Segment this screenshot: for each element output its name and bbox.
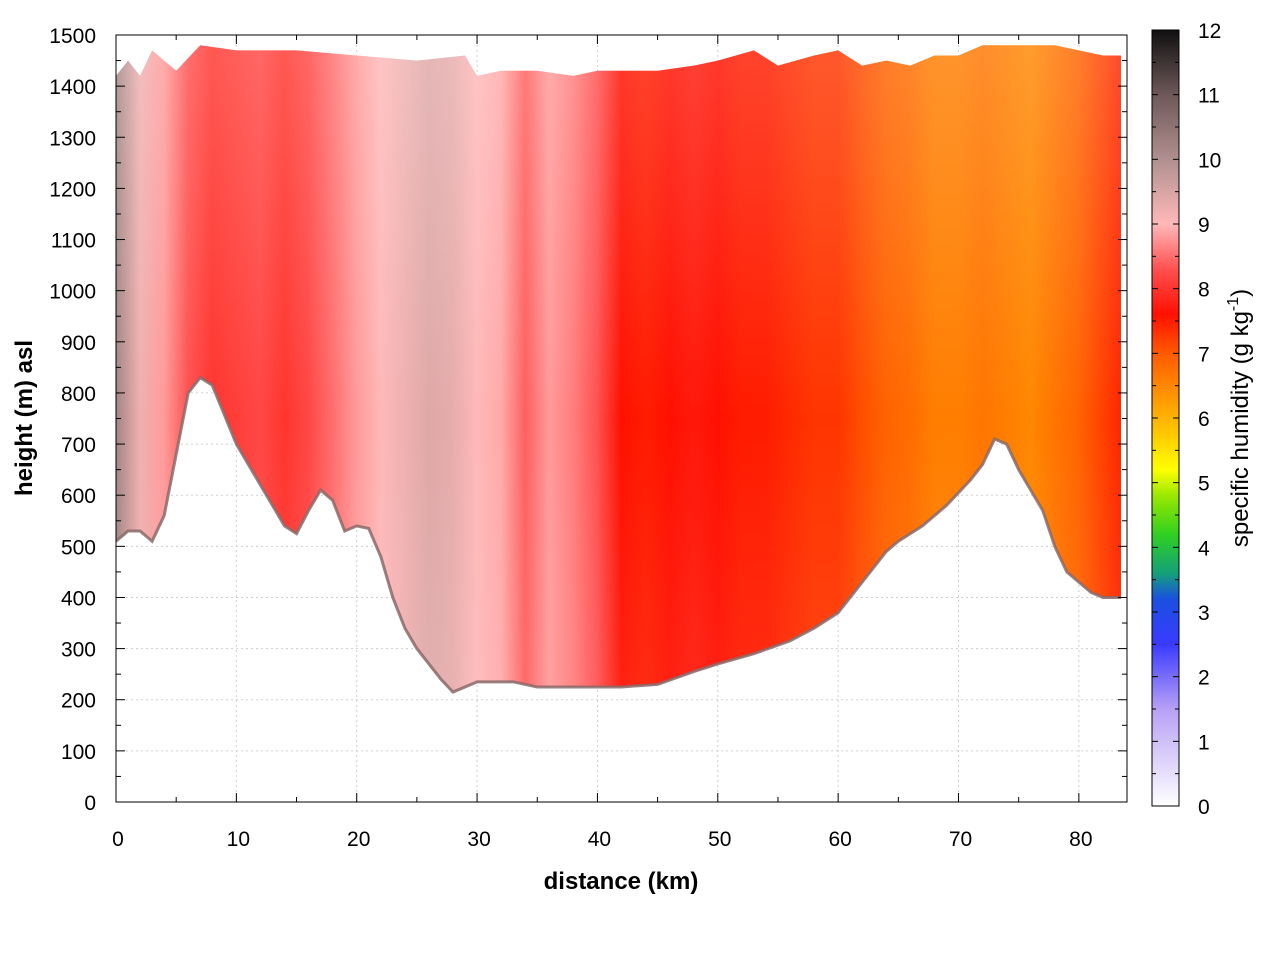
y-tick-label: 300 bbox=[61, 639, 96, 662]
y-tick-label: 1300 bbox=[49, 127, 96, 150]
x-tick-label: 20 bbox=[347, 828, 370, 851]
colorbar-tick-label: 8 bbox=[1198, 279, 1210, 302]
x-tick-label: 30 bbox=[467, 828, 490, 851]
x-tick-label: 80 bbox=[1069, 828, 1092, 851]
colorbar-title-sup: -1 bbox=[1225, 297, 1242, 311]
colorbar-tick-label: 0 bbox=[1198, 796, 1210, 819]
terrain-surface-line bbox=[116, 375, 1121, 694]
colorbar-tick-label: 5 bbox=[1198, 473, 1210, 496]
colorbar-tick-label: 3 bbox=[1198, 602, 1210, 625]
y-tick-label: 500 bbox=[61, 536, 96, 559]
colorbar-tick-label: 6 bbox=[1198, 408, 1210, 431]
x-axis-title: distance (km) bbox=[544, 868, 699, 895]
colorbar-tick-label: 12 bbox=[1198, 20, 1221, 43]
y-tick-label: 400 bbox=[61, 587, 96, 610]
colorbar-tick-label: 4 bbox=[1198, 537, 1210, 560]
colorbar-tick-label: 9 bbox=[1198, 214, 1210, 237]
colorbar-tick-label: 11 bbox=[1198, 85, 1220, 108]
y-tick-label: 700 bbox=[61, 434, 96, 457]
y-tick-label: 1500 bbox=[49, 25, 96, 48]
y-tick-label: 1200 bbox=[49, 178, 96, 201]
y-tick-label: 200 bbox=[61, 690, 96, 713]
x-tick-label: 40 bbox=[588, 828, 611, 851]
x-tick-label: 50 bbox=[708, 828, 731, 851]
x-tick-label: 70 bbox=[949, 828, 972, 851]
y-tick-label: 100 bbox=[61, 741, 96, 764]
x-axis-ticks: 0 10 20 30 40 50 60 70 80 bbox=[112, 35, 1093, 851]
colorbar-tick-label: 7 bbox=[1198, 343, 1210, 366]
y-tick-label: 1000 bbox=[49, 281, 96, 304]
colorbar-title-main: specific humidity (g kg bbox=[1227, 311, 1254, 547]
y-tick-label: 600 bbox=[61, 485, 96, 508]
x-tick-label: 60 bbox=[828, 828, 851, 851]
plot-area bbox=[116, 45, 1121, 694]
x-tick-label: 10 bbox=[227, 828, 250, 851]
colorbar-title-end: ) bbox=[1227, 289, 1254, 297]
colorbar-title: specific humidity (g kg-1) bbox=[1225, 289, 1254, 547]
y-tick-label: 1100 bbox=[51, 230, 96, 253]
colorbar-tick-label: 2 bbox=[1198, 667, 1210, 690]
y-tick-label: 0 bbox=[84, 792, 96, 815]
colorbar-tick-label: 10 bbox=[1198, 149, 1221, 172]
y-tick-label: 900 bbox=[61, 332, 96, 355]
x-tick-label: 0 bbox=[112, 828, 124, 851]
colorbar-tick-label: 1 bbox=[1198, 731, 1210, 754]
y-tick-label: 800 bbox=[61, 383, 96, 406]
y-axis-ticks: 0 100 200 300 400 500 600 700 800 900 1000 1100 1200… bbox=[49, 25, 1127, 815]
y-tick-label: 1400 bbox=[49, 76, 96, 99]
y-axis-title: height (m) asl bbox=[11, 340, 38, 496]
